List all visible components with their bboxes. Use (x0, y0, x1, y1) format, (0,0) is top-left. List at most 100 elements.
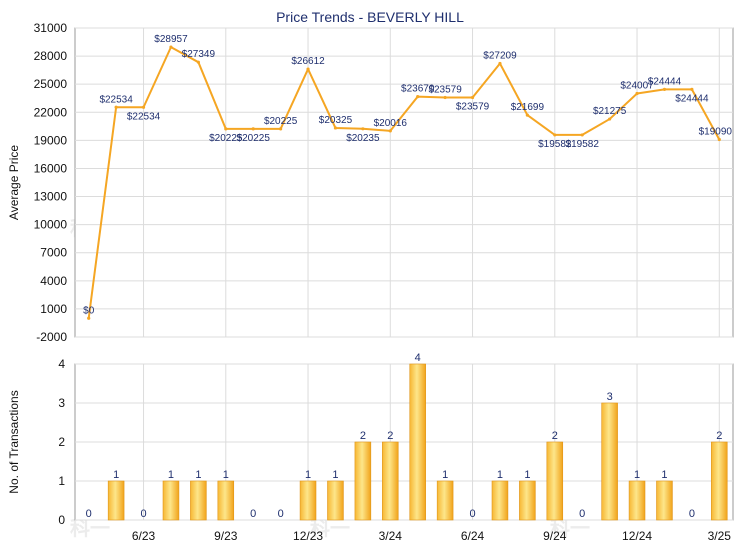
price-data-label: $0 (83, 305, 95, 316)
price-data-label: $19090 (699, 127, 733, 138)
price-data-label: $28957 (154, 34, 188, 45)
price-data-label: $21275 (593, 106, 627, 117)
transaction-count-label: 1 (305, 469, 311, 481)
transaction-count-label: 2 (360, 430, 366, 442)
price-y-tick-label: 31000 (34, 21, 68, 35)
price-y-tick-label: 22000 (34, 105, 68, 119)
price-point (662, 87, 667, 91)
transaction-bar (409, 363, 426, 521)
price-y-tick-label: 25000 (34, 77, 68, 91)
transaction-count-label: 3 (607, 391, 613, 403)
price-point (169, 45, 173, 49)
price-data-label: $26612 (291, 56, 325, 67)
transaction-bar (217, 480, 235, 521)
transaction-count-label: 1 (195, 469, 201, 481)
transaction-bar (436, 480, 454, 521)
transaction-bar (327, 480, 344, 521)
price-y-tick-label: 28000 (34, 49, 68, 63)
price-y-tick-label: 1000 (40, 302, 67, 316)
price-data-label: $20325 (319, 115, 353, 126)
x-tick-label: 3/24 (379, 529, 403, 543)
transaction-count-label: 0 (689, 508, 695, 520)
price-data-label: $24444 (648, 76, 682, 87)
price-data-label: $22534 (127, 111, 161, 122)
price-point (114, 105, 118, 109)
x-tick-label: 12/23 (293, 529, 323, 543)
transaction-count-label: 1 (442, 469, 448, 481)
transactions-y-axis-title: No. of Transactions (7, 390, 21, 493)
price-data-label: $23670 (401, 84, 435, 95)
x-tick-label: 9/23 (214, 529, 238, 543)
chart-title: Price Trends - BEVERLY HILL (276, 9, 464, 25)
transaction-bar (601, 402, 618, 521)
transaction-count-label: 4 (415, 352, 421, 364)
price-point (196, 60, 200, 64)
price-point (224, 127, 228, 131)
price-data-label: $23579 (428, 84, 462, 95)
transactions-y-tick-label: 1 (58, 474, 65, 488)
transactions-y-tick-label: 4 (58, 357, 65, 371)
transaction-count-label: 1 (332, 469, 338, 481)
x-tick-label: 9/24 (543, 529, 567, 543)
transactions-y-tick-label: 3 (58, 396, 65, 410)
transaction-count-label: 1 (661, 469, 667, 481)
transaction-count-label: 0 (278, 508, 284, 520)
transaction-bar (162, 480, 180, 521)
x-tick-label: 6/24 (461, 529, 485, 543)
price-plot-area (74, 27, 734, 338)
price-point (580, 133, 584, 137)
price-y-tick-label: 13000 (34, 190, 68, 204)
transaction-count-label: 0 (86, 508, 92, 520)
transaction-bar (628, 480, 646, 521)
price-data-label: $21699 (511, 102, 545, 113)
price-data-label: $24007 (620, 80, 654, 91)
price-y-tick-label: 16000 (34, 161, 68, 175)
transaction-count-label: 1 (634, 469, 640, 481)
transaction-count-label: 0 (140, 508, 146, 520)
price-data-label: $20235 (346, 133, 380, 144)
price-point (608, 117, 612, 121)
transaction-count-label: 2 (552, 430, 558, 442)
price-point (553, 133, 557, 137)
transaction-bar (491, 480, 509, 521)
transaction-count-label: 1 (113, 469, 119, 481)
transaction-count-label: 1 (497, 469, 503, 481)
price-data-label: $22534 (99, 94, 133, 105)
transaction-bar (656, 480, 673, 521)
price-point (333, 126, 338, 130)
price-point (306, 67, 310, 71)
x-tick-label: 6/23 (132, 529, 156, 543)
price-line-plot: -2000 1000 4000 7000 10000 13000 16000 19000 220… (7, 21, 734, 344)
transactions-y-tick-label: 2 (58, 435, 65, 449)
price-point (470, 95, 475, 100)
price-y-tick-label: 4000 (40, 274, 67, 288)
price-point (690, 87, 694, 91)
price-point (251, 127, 255, 131)
price-data-label: $20225 (209, 133, 243, 144)
price-point (443, 95, 447, 100)
price-y-tick-label: 19000 (34, 133, 68, 147)
price-point (416, 95, 420, 99)
transaction-count-label: 1 (524, 469, 530, 481)
transaction-count-label: 2 (387, 430, 393, 442)
x-tick-label: 3/25 (708, 529, 732, 543)
transaction-bar (546, 441, 564, 521)
price-point (498, 61, 502, 66)
transaction-count-label: 1 (223, 469, 229, 481)
price-data-label: $20225 (237, 133, 271, 144)
price-point (361, 127, 365, 131)
price-point (87, 316, 91, 320)
price-y-tick-label: 10000 (34, 218, 68, 232)
price-y-tick-label: 7000 (40, 246, 67, 260)
transactions-y-tick-label: 0 (58, 513, 65, 527)
price-data-label: $20225 (264, 116, 298, 127)
transaction-count-label: 0 (579, 508, 585, 520)
transaction-count-label: 0 (469, 508, 475, 520)
transaction-bar (190, 480, 207, 521)
price-y-tick-label: -2000 (36, 330, 67, 344)
transaction-bar (382, 441, 399, 521)
price-data-label: $23579 (456, 101, 490, 112)
price-data-label: $27349 (182, 49, 216, 60)
